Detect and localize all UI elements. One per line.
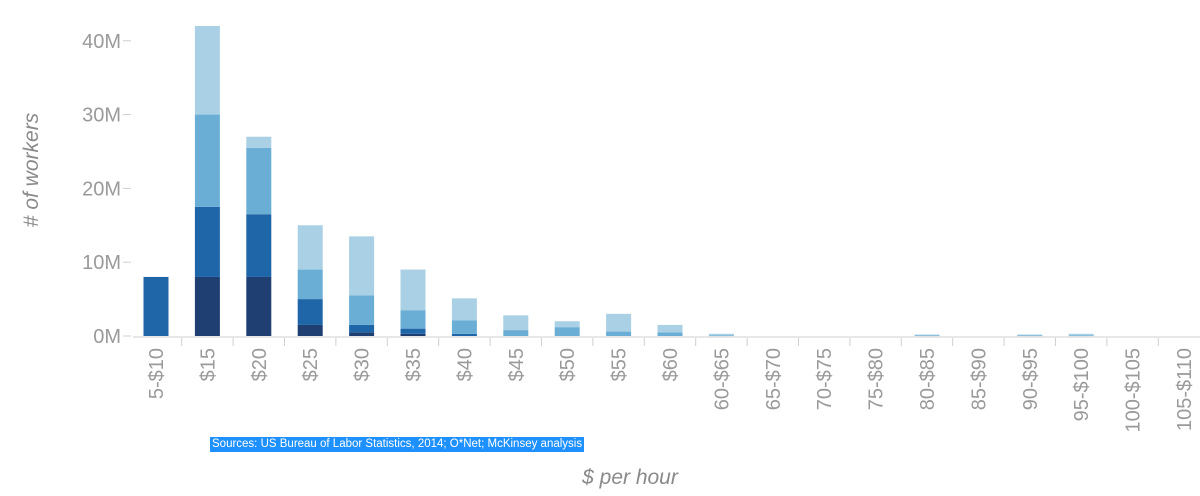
- bar-segment: [400, 269, 426, 311]
- bar-segment: [246, 276, 272, 336]
- bar-segment: [451, 298, 477, 321]
- bar-segment: [708, 335, 734, 337]
- bar-segment: [349, 324, 375, 333]
- bar-segment: [246, 214, 272, 277]
- bar-segment: [657, 324, 683, 333]
- bar-segment: [400, 310, 426, 329]
- y-tick-label: 0M: [93, 326, 121, 348]
- bar-segment: [554, 321, 580, 328]
- bar-segment: [503, 330, 529, 336]
- bar-segment: [606, 331, 632, 336]
- bar-segment: [349, 332, 375, 336]
- bar-segment: [194, 114, 220, 207]
- x-tick-label: 60-$65: [711, 348, 733, 410]
- bars: [143, 26, 1094, 337]
- bar-segment: [914, 334, 940, 336]
- y-tick-label: 30M: [82, 105, 121, 127]
- x-tick-label: $50: [557, 348, 579, 381]
- bar-segment: [708, 333, 734, 336]
- bar-segment: [657, 332, 683, 336]
- x-axis-title: $ per hour: [581, 466, 679, 489]
- x-tick-label: $40: [454, 348, 476, 381]
- bar-segment: [297, 225, 323, 270]
- bar-segment: [1017, 335, 1043, 337]
- x-tick-label: $35: [403, 348, 425, 381]
- x-tick-label: 100-$105: [1123, 348, 1145, 433]
- bar-segment: [194, 26, 220, 115]
- x-tick-label: 5-$10: [146, 348, 168, 399]
- x-tick-label: $45: [506, 348, 528, 381]
- x-tick-label: 90-$95: [1020, 348, 1042, 410]
- bar-segment: [554, 327, 580, 336]
- bar-segment: [349, 236, 375, 296]
- x-tick-label: 105-$110: [1174, 348, 1196, 431]
- bar-segment: [606, 313, 632, 332]
- x-tick-label: $55: [609, 348, 631, 381]
- y-tick-label: 20M: [82, 178, 121, 200]
- bar-segment: [451, 333, 477, 336]
- bar-segment: [1068, 335, 1094, 337]
- y-tick-label: 40M: [82, 31, 121, 53]
- bar-segment: [297, 324, 323, 336]
- bar-segment: [400, 328, 426, 334]
- bar-segment: [914, 335, 940, 337]
- x-tick-label: 75-$80: [866, 348, 888, 410]
- x-tick-label: 80-$85: [917, 348, 939, 410]
- bar-segment: [349, 295, 375, 325]
- bar-segment: [400, 333, 426, 336]
- x-tick-label: $25: [300, 348, 322, 381]
- x-tick-label: 65-$70: [763, 348, 785, 410]
- x-tick-label: $15: [197, 348, 219, 381]
- x-tick-labels: 5-$10 $15 $20 $25 $30 $35 $40 $45 $50 $55 $60 60-$6…: [146, 348, 1196, 433]
- x-tick-label: 85-$90: [968, 348, 990, 410]
- x-tick-label: $20: [249, 348, 271, 381]
- bar-segment: [451, 320, 477, 334]
- bar-segment: [1068, 333, 1094, 336]
- x-axis: [133, 336, 1200, 346]
- bar-segment: [297, 299, 323, 325]
- y-tick-marks: [123, 40, 131, 337]
- bar-segment: [246, 136, 272, 148]
- bar-segment: [246, 147, 272, 215]
- x-tick-label: 95-$100: [1071, 348, 1093, 421]
- y-axis-title: # of workers: [20, 112, 43, 227]
- bar-segment: [297, 269, 323, 300]
- x-tick-label: 70-$75: [814, 348, 836, 410]
- y-tick-labels: 0M 10M 20M 30M 40M: [82, 31, 121, 348]
- bar-segment: [143, 276, 169, 336]
- bar-segment: [503, 315, 529, 331]
- source-note: Sources: US Bureau of Labor Statistics, …: [210, 437, 585, 452]
- bar-segment: [194, 206, 220, 277]
- bar-segment: [194, 276, 220, 336]
- x-tick-label: $60: [660, 348, 682, 381]
- x-tick-label: $30: [352, 348, 374, 381]
- y-tick-label: 10M: [82, 252, 121, 274]
- bar-segment: [1017, 334, 1043, 336]
